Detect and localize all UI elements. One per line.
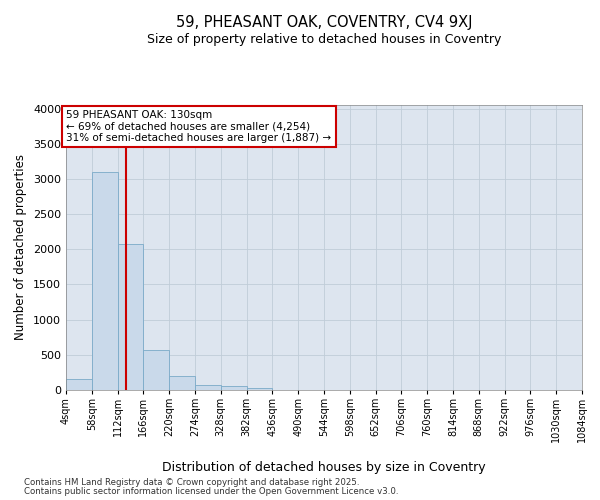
- Text: Distribution of detached houses by size in Coventry: Distribution of detached houses by size …: [162, 461, 486, 474]
- Bar: [169, 376, 195, 390]
- Text: Size of property relative to detached houses in Coventry: Size of property relative to detached ho…: [147, 32, 501, 46]
- Text: 59 PHEASANT OAK: 130sqm
← 69% of detached houses are smaller (4,254)
31% of semi: 59 PHEASANT OAK: 130sqm ← 69% of detache…: [67, 110, 332, 143]
- Y-axis label: Number of detached properties: Number of detached properties: [14, 154, 28, 340]
- Bar: [221, 386, 247, 390]
- Text: Contains public sector information licensed under the Open Government Licence v3: Contains public sector information licen…: [24, 487, 398, 496]
- Bar: [118, 244, 143, 390]
- Bar: [92, 172, 118, 390]
- Bar: [66, 380, 92, 390]
- Bar: [143, 350, 169, 390]
- Bar: [195, 384, 221, 390]
- Bar: [247, 388, 272, 390]
- Text: Contains HM Land Registry data © Crown copyright and database right 2025.: Contains HM Land Registry data © Crown c…: [24, 478, 359, 487]
- Text: 59, PHEASANT OAK, COVENTRY, CV4 9XJ: 59, PHEASANT OAK, COVENTRY, CV4 9XJ: [176, 15, 472, 30]
